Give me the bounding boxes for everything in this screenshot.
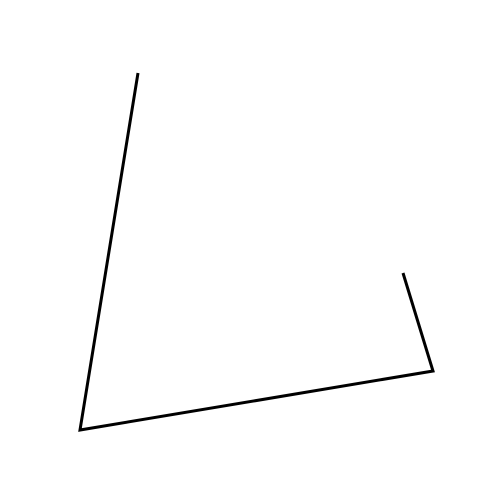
open-polyline <box>78 72 435 432</box>
